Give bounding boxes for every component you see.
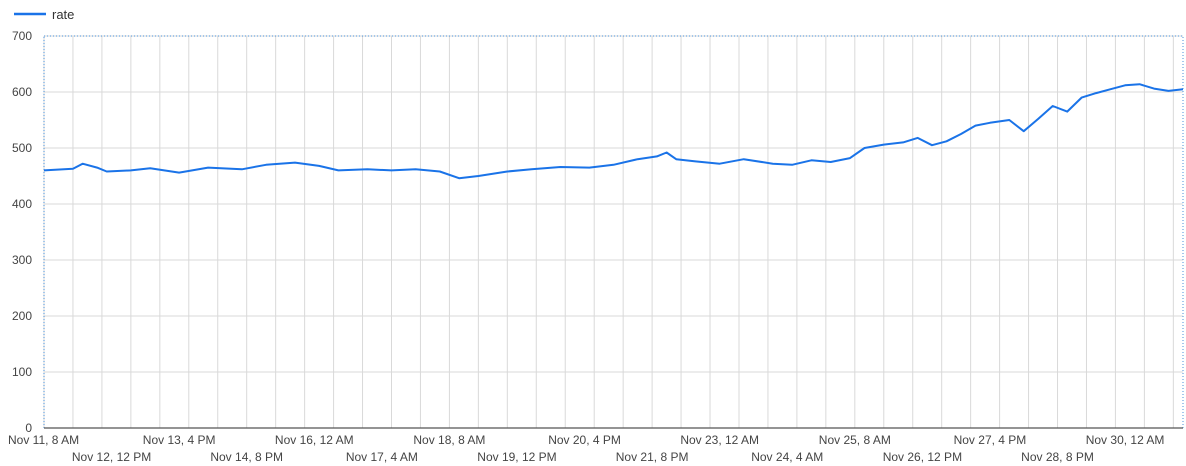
y-tick-label: 400 [12,197,32,211]
y-tick-label: 300 [12,253,32,267]
legend-label-rate: rate [52,7,74,22]
x-tick-label: Nov 28, 8 PM [1021,450,1094,464]
x-tick-label: Nov 30, 12 AM [1086,433,1165,447]
y-tick-label: 600 [12,85,32,99]
x-tick-label: Nov 14, 8 PM [210,450,283,464]
x-tick-label: Nov 19, 12 PM [477,450,556,464]
x-tick-label: Nov 13, 4 PM [143,433,216,447]
x-tick-label: Nov 18, 8 AM [413,433,485,447]
x-tick-label: Nov 23, 12 AM [680,433,759,447]
x-tick-label: Nov 20, 4 PM [548,433,621,447]
x-tick-label: Nov 16, 12 AM [275,433,354,447]
x-tick-label: Nov 11, 8 AM [8,433,79,447]
y-tick-label: 100 [12,365,32,379]
plot-border [43,35,1184,429]
y-tick-label: 0 [25,421,32,435]
y-tick-label: 500 [12,141,32,155]
axis-layer: 0 100 200 300 400 500 600 700 Nov 11, 8 AM Nov 12… [8,29,1183,464]
x-tick-label: Nov 24, 4 AM [751,450,823,464]
grid-layer [43,35,1184,429]
series-layer [43,83,1184,180]
y-tick-label: 200 [12,309,32,323]
x-tick-label: Nov 17, 4 AM [346,450,418,464]
x-tick-label: Nov 27, 4 PM [954,433,1027,447]
y-tick-label: 700 [12,29,32,43]
x-tick-label: Nov 26, 12 PM [883,450,962,464]
series-line-rate [43,83,1184,180]
x-tick-label: Nov 21, 8 PM [616,450,689,464]
x-tick-label: Nov 12, 12 PM [72,450,151,464]
x-tick-label: Nov 25, 8 AM [819,433,891,447]
legend: rate [14,7,74,22]
